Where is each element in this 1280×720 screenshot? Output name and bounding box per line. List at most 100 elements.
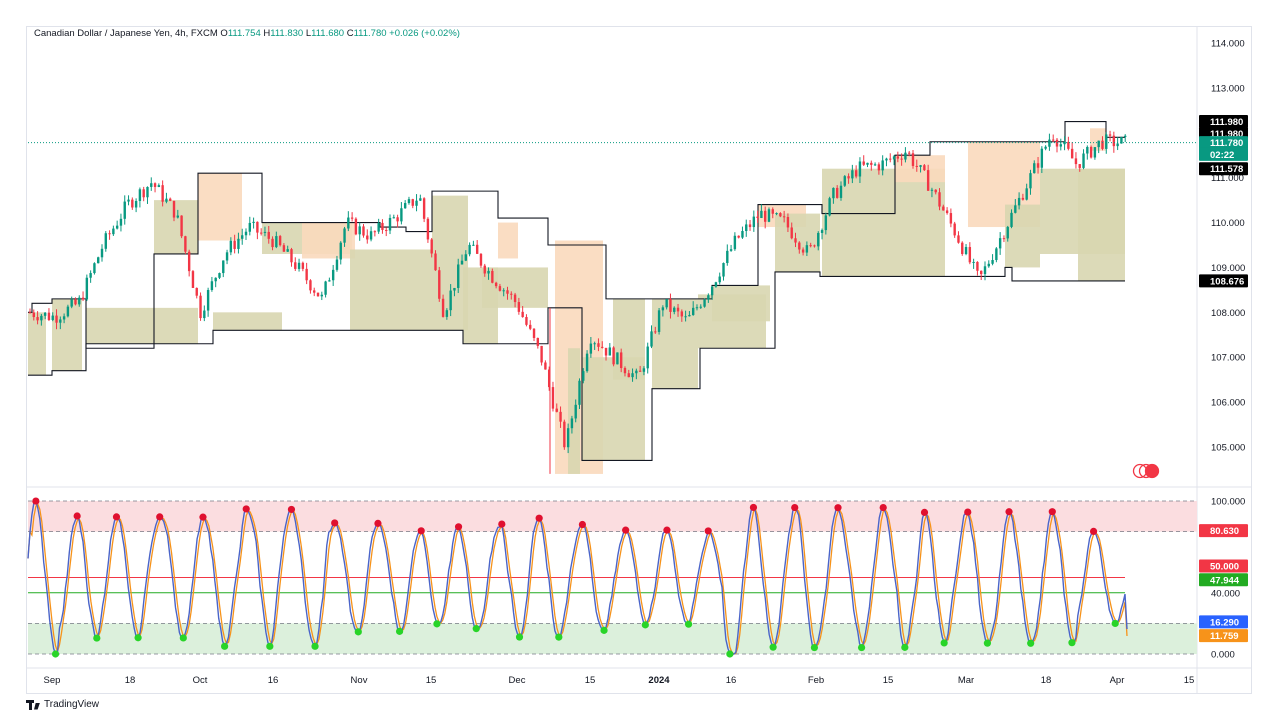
candle-body (97, 257, 100, 264)
candle-body (305, 268, 308, 281)
tradingview-logo[interactable]: TradingView (26, 699, 99, 710)
candle-body (331, 269, 335, 281)
candle-body (790, 227, 793, 239)
time-tick-label: Oct (193, 675, 208, 686)
candle-body (396, 217, 399, 222)
supply-zone (895, 155, 945, 183)
candle-body (422, 198, 426, 219)
candle-body (1101, 140, 1104, 149)
candle-body (112, 228, 115, 235)
candle-body (953, 223, 956, 236)
candle-body (892, 156, 896, 160)
candle-body (718, 276, 721, 283)
candle-body (66, 306, 70, 317)
candle-body (847, 176, 850, 179)
candle-body (85, 277, 89, 300)
candle-body (1040, 148, 1044, 168)
candle-body (832, 187, 835, 199)
candle-body (873, 164, 877, 166)
candle-body (555, 408, 558, 412)
candle-body (695, 307, 699, 309)
candle-body (858, 161, 862, 177)
candle-body (28, 312, 32, 314)
osc-tag-label: 11.759 (1210, 631, 1239, 642)
candle-body (536, 337, 540, 346)
candle-body (1033, 163, 1036, 174)
candle-body (313, 290, 316, 293)
candle-body (851, 170, 854, 179)
candle-body (150, 183, 153, 187)
candle-body (335, 259, 339, 270)
candle-body (870, 162, 873, 165)
price-tag-label: 111.578 (1210, 164, 1243, 175)
candles (28, 130, 1127, 454)
candle-body (661, 307, 665, 311)
candle-body (638, 370, 642, 372)
price-tag-label: 111.980 (1210, 117, 1243, 128)
candle-body (885, 158, 888, 161)
candle-body (278, 236, 282, 246)
candle-body (714, 282, 718, 287)
candle-body (184, 236, 187, 252)
demand-zone (822, 168, 945, 277)
candle-body (767, 209, 771, 222)
oversold-dot (641, 621, 649, 629)
oversold-dot (726, 650, 734, 658)
candle-body (1105, 134, 1108, 149)
candle-body (119, 218, 123, 226)
oversold-dot (266, 642, 274, 650)
osc-tag (1199, 573, 1248, 587)
candle-body (506, 290, 509, 294)
oversold-dot (51, 650, 60, 658)
candle-body (256, 221, 259, 233)
overbought-dot (199, 513, 207, 521)
candle-body (172, 200, 176, 218)
overbought-dot (112, 513, 121, 521)
candle-body (559, 411, 562, 422)
candle-body (381, 222, 384, 230)
candle-body (551, 387, 555, 409)
osc-tick-label: 40.000 (1211, 588, 1240, 599)
candle-body (835, 187, 839, 198)
price-tick-label: 113.000 (1211, 83, 1245, 94)
candle-body (919, 165, 922, 167)
candle-body (926, 170, 930, 191)
candle-body (377, 222, 380, 232)
symbol-title[interactable]: Canadian Dollar / Japanese Yen, 4h, FXCM (34, 28, 218, 39)
candle-body (1017, 197, 1021, 206)
candle-body (1006, 226, 1009, 239)
candle-body (1120, 137, 1123, 144)
candle-body (290, 249, 293, 263)
candle-body (411, 199, 414, 206)
candle-body (366, 235, 369, 240)
change-value: +0.026 (+0.02%) (389, 28, 460, 39)
tradingview-icon (26, 699, 40, 710)
price-tick-label: 105.000 (1211, 443, 1245, 454)
time-tick-label: Mar (958, 675, 974, 686)
candle-body (582, 371, 585, 381)
candle-body (813, 245, 816, 247)
candle-body (752, 216, 756, 228)
osc-tag (1199, 524, 1248, 538)
candle-body (911, 153, 915, 166)
demand-zone (28, 312, 46, 376)
candle-body (40, 315, 43, 321)
swing-high-line (28, 121, 1125, 349)
replay-icon[interactable] (1132, 463, 1160, 479)
candle-body (585, 353, 589, 372)
candle-body (763, 210, 767, 222)
demand-zone (775, 213, 820, 272)
time-tick-label: 15 (1184, 675, 1195, 686)
candle-body (991, 260, 994, 264)
price-tag-label: 02:22 (1210, 150, 1234, 161)
oversold-dot (179, 634, 187, 642)
candle-body (229, 240, 233, 253)
candle-body (1124, 135, 1127, 138)
candle-body (89, 273, 92, 278)
candle-body (635, 370, 638, 374)
candle-body (957, 235, 960, 243)
candle-body (161, 185, 164, 202)
candle-body (1089, 146, 1093, 158)
candle-body (1074, 158, 1078, 165)
